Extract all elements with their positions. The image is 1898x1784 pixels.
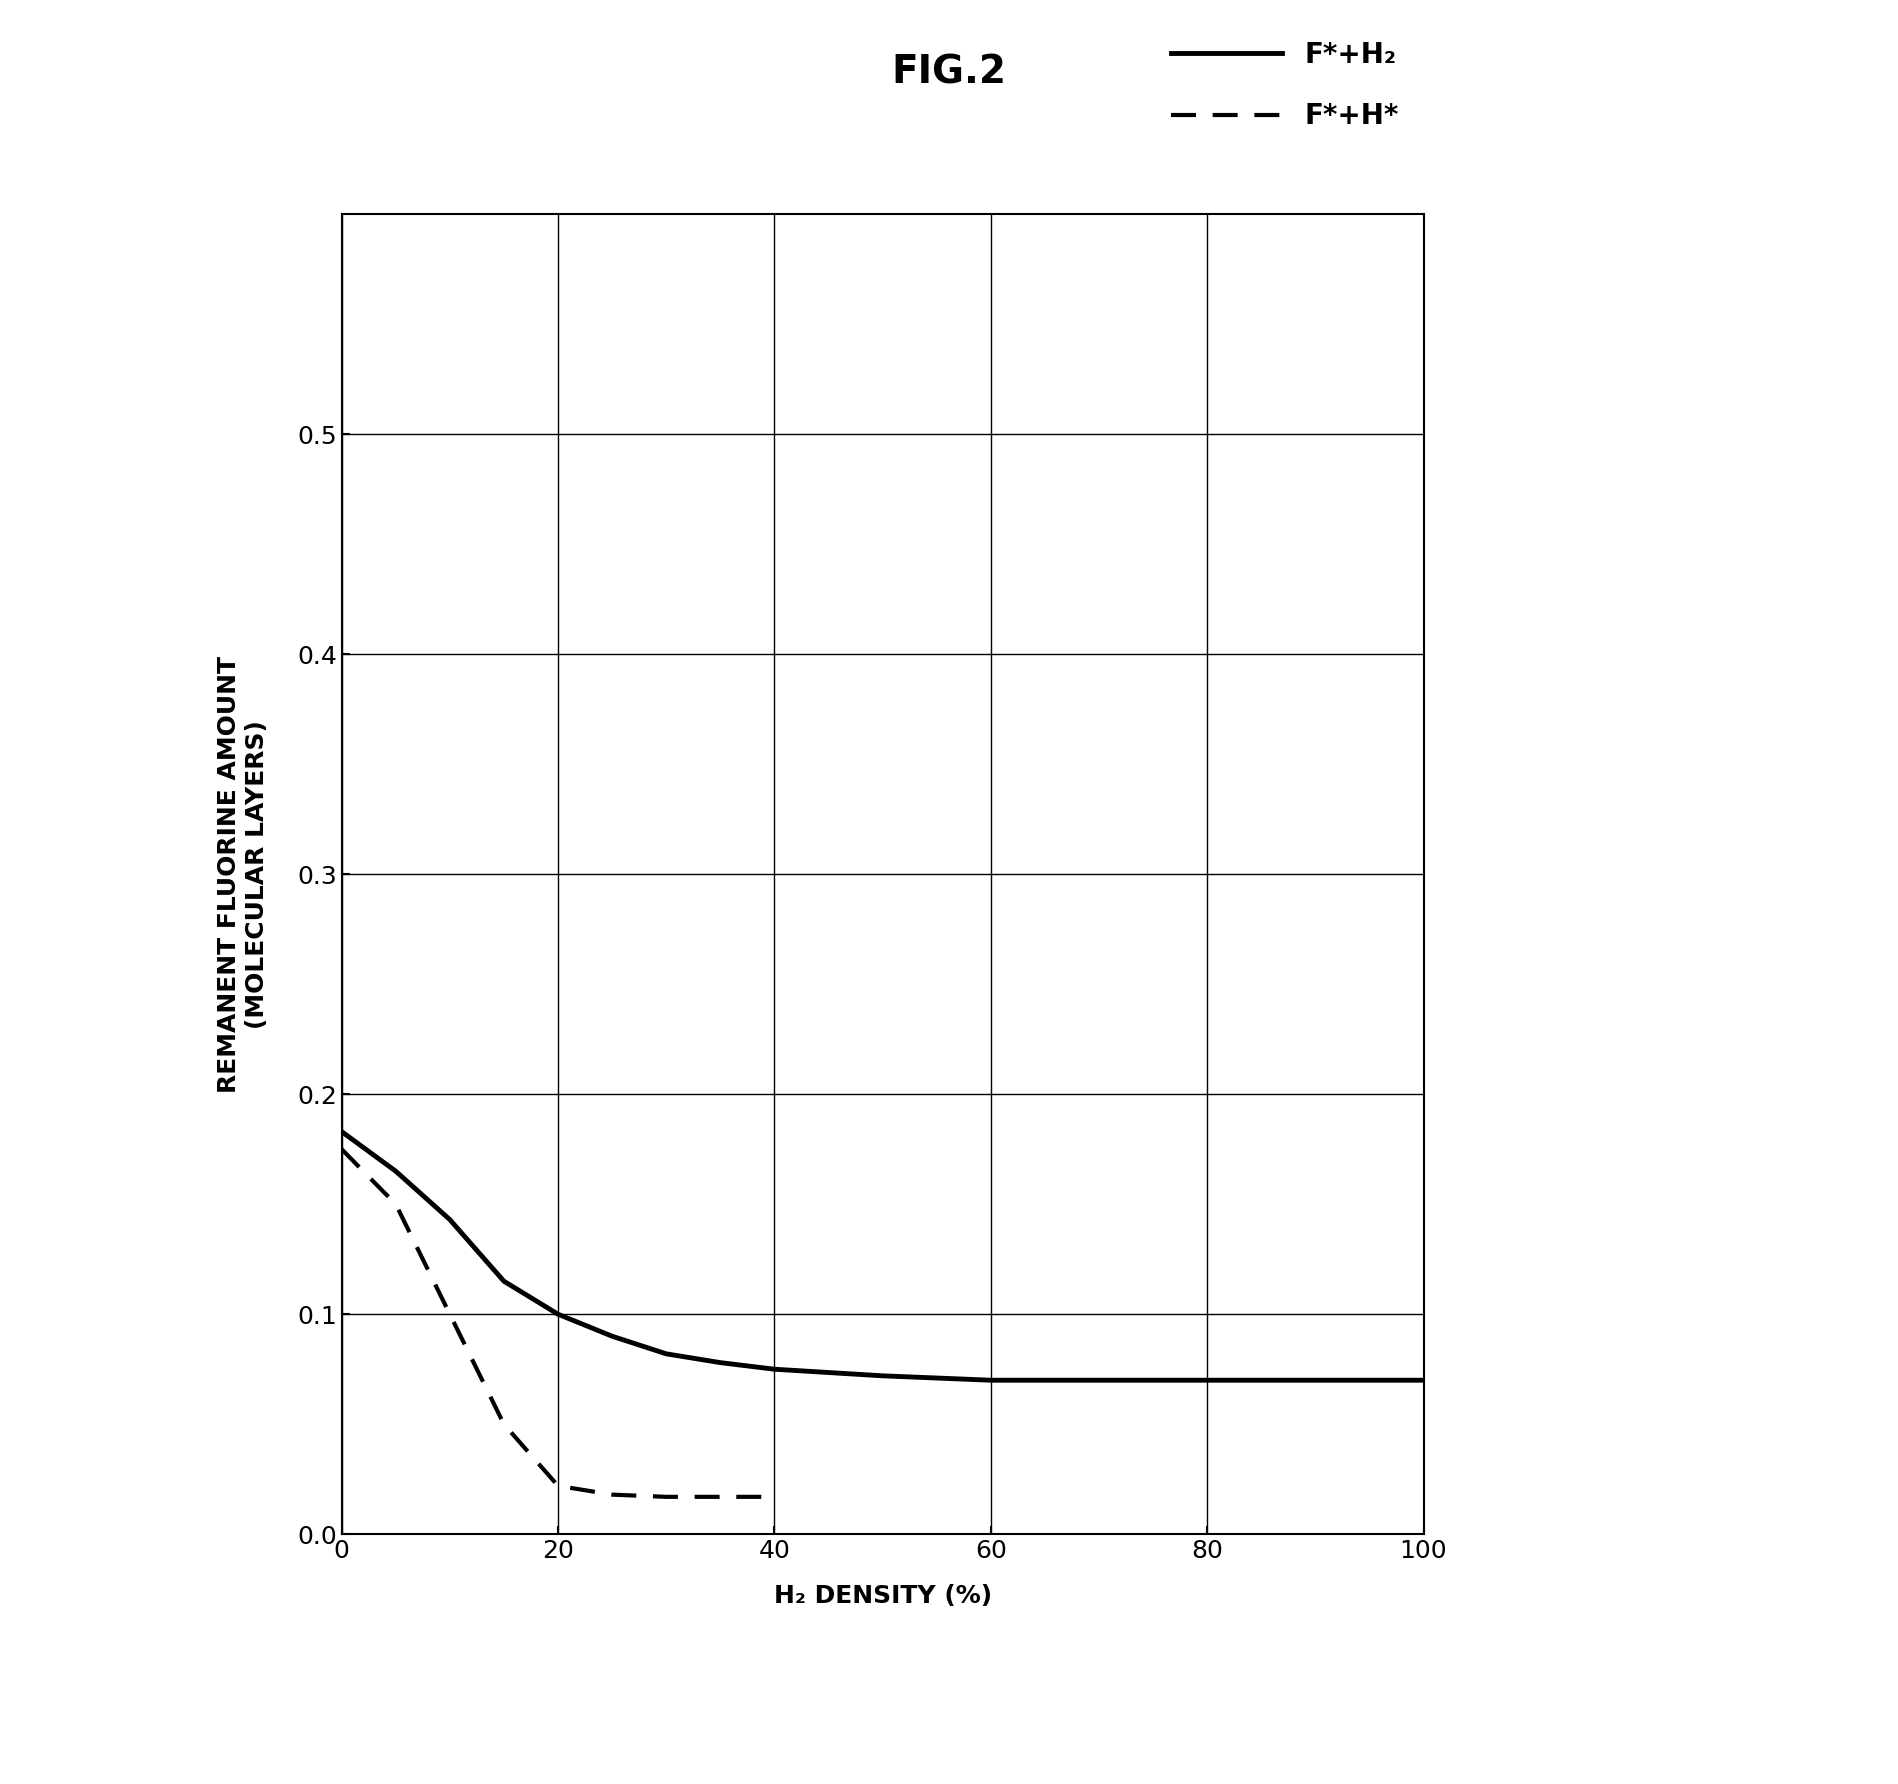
Legend: F*+H₂, F*+H*: F*+H₂, F*+H*: [1160, 30, 1410, 141]
X-axis label: H₂ DENSITY (%): H₂ DENSITY (%): [774, 1584, 991, 1607]
Text: FIG.2: FIG.2: [892, 54, 1006, 91]
Y-axis label: REMANENT FLUORINE AMOUNT
(MOLECULAR LAYERS): REMANENT FLUORINE AMOUNT (MOLECULAR LAYE…: [218, 657, 270, 1092]
